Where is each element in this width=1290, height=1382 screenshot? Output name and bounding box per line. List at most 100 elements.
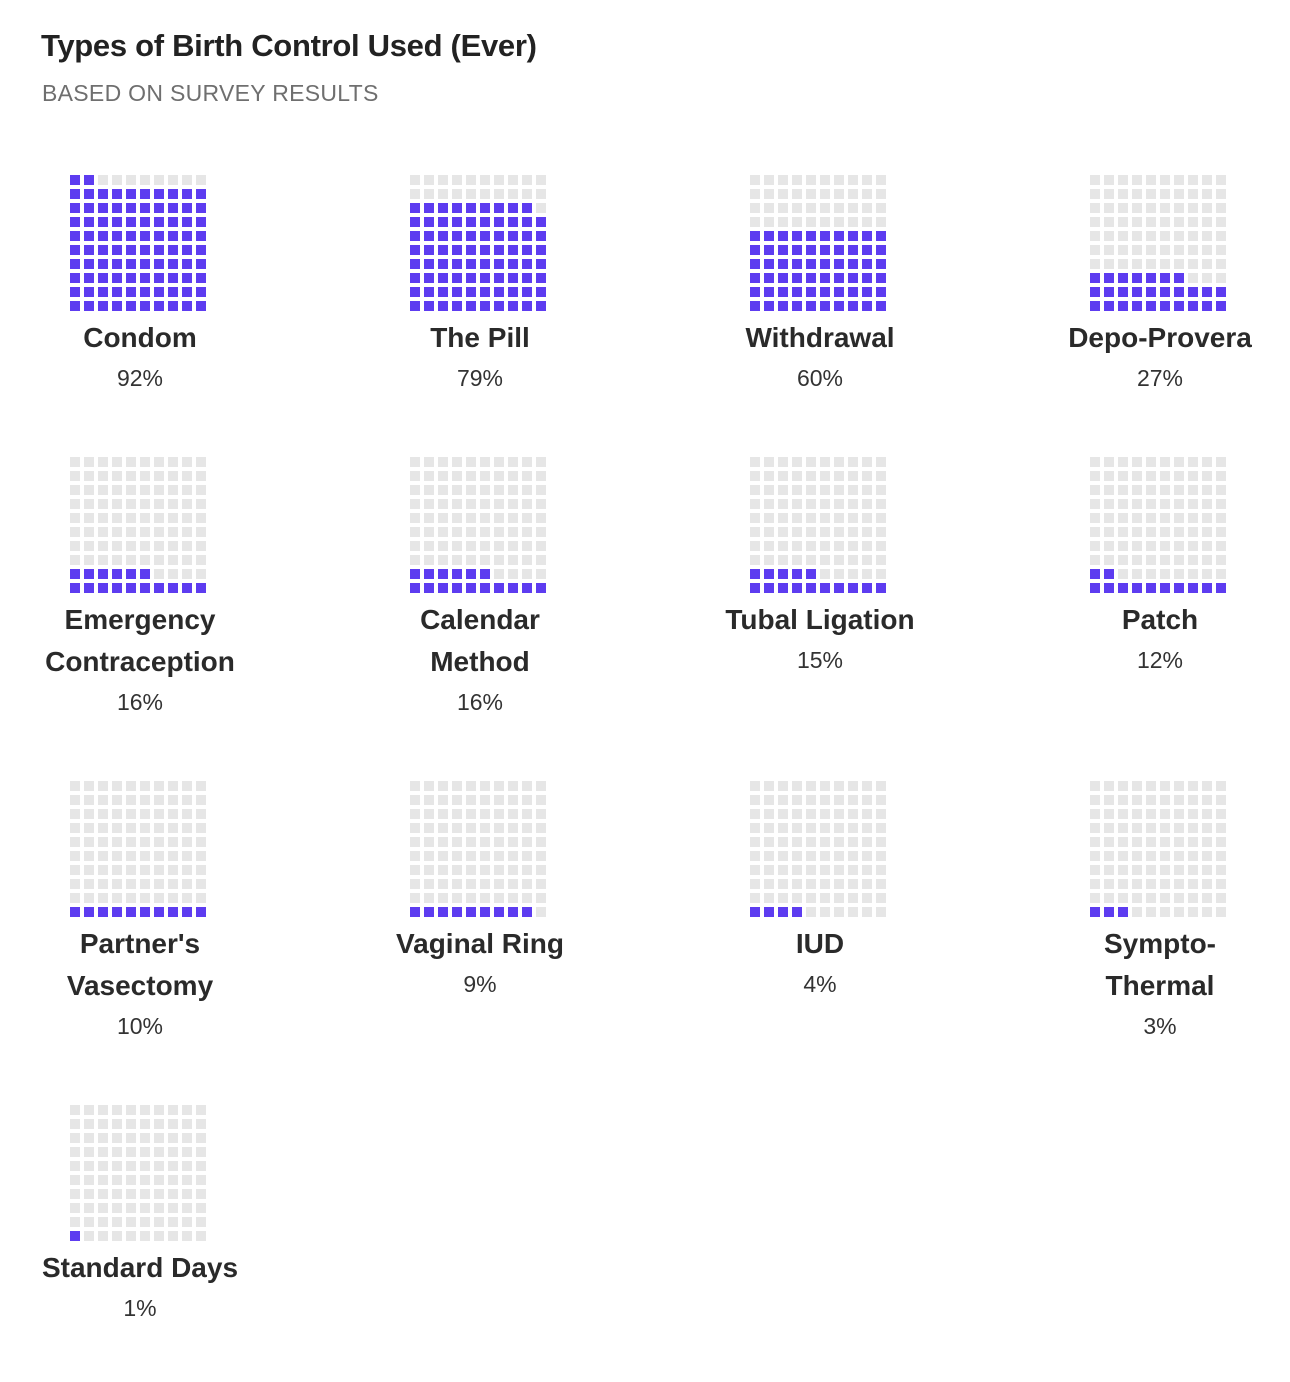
waffle-cell-empty [1146, 527, 1156, 537]
method-label-line: Contraception [45, 646, 235, 677]
waffle-cell-filled [1118, 583, 1128, 593]
waffle-cell-empty [424, 189, 434, 199]
waffle-cell-empty [182, 1175, 192, 1185]
waffle-cell-filled [480, 217, 490, 227]
waffle-cell-empty [410, 513, 420, 523]
waffle-cell-filled [876, 231, 886, 241]
waffle-cell-empty [112, 795, 122, 805]
waffle-cell-empty [1202, 893, 1212, 903]
waffle-cell-empty [168, 457, 178, 467]
waffle-cell-empty [522, 175, 532, 185]
waffle-cell-empty [1104, 231, 1114, 241]
waffle-cell-empty [862, 189, 872, 199]
waffle-cell-filled [424, 301, 434, 311]
waffle-cell-empty [778, 823, 788, 833]
waffle-cell-empty [848, 879, 858, 889]
waffle-cell-empty [820, 217, 830, 227]
waffle-cell-empty [196, 471, 206, 481]
waffle-cell-filled [820, 287, 830, 297]
waffle-cell-filled [792, 231, 802, 241]
waffle-cell-empty [876, 851, 886, 861]
waffle-cell-empty [1202, 781, 1212, 791]
waffle-cell-empty [1174, 823, 1184, 833]
waffle-cell-empty [70, 527, 80, 537]
waffle-cell-empty [764, 879, 774, 889]
waffle-cell-empty [452, 823, 462, 833]
waffle-cell-empty [182, 893, 192, 903]
waffle-cell-empty [154, 485, 164, 495]
waffle-cell-empty [834, 189, 844, 199]
waffle-cell-empty [182, 823, 192, 833]
waffle-cell-empty [522, 837, 532, 847]
percent-value: 4% [803, 971, 837, 997]
waffle-cell-filled [70, 301, 80, 311]
waffle-cell-empty [1118, 823, 1128, 833]
waffle-cell-filled [778, 583, 788, 593]
waffle-cell-empty [1216, 879, 1226, 889]
waffle-cell-empty [1118, 457, 1128, 467]
waffle-cell-empty [1202, 259, 1212, 269]
waffle-cell-empty [154, 809, 164, 819]
waffle-cell-empty [1090, 499, 1100, 509]
waffle-cell-empty [438, 837, 448, 847]
waffle-cell-empty [1188, 175, 1198, 185]
waffle-cell-empty [112, 1175, 122, 1185]
waffle-cell-empty [1132, 457, 1142, 467]
waffle-cell-empty [480, 457, 490, 467]
waffle-cell-empty [750, 457, 760, 467]
waffle-cell-empty [1118, 217, 1128, 227]
waffle-cell-empty [452, 485, 462, 495]
waffle-cell-filled [182, 907, 192, 917]
waffle-cell-empty [84, 1217, 94, 1227]
waffle-cell-filled [84, 301, 94, 311]
waffle-cell-empty [876, 795, 886, 805]
waffle-cell-empty [452, 809, 462, 819]
waffle-cell-empty [876, 217, 886, 227]
waffle-cell-filled [508, 301, 518, 311]
waffle-cell-filled [750, 907, 760, 917]
waffle-cell-empty [182, 569, 192, 579]
waffle-cell-empty [806, 781, 816, 791]
waffle-cell-empty [1202, 273, 1212, 283]
waffle-cell-empty [522, 809, 532, 819]
waffle-cell-filled [1146, 301, 1156, 311]
waffle-cell-empty [750, 893, 760, 903]
waffle-cell-empty [70, 1133, 80, 1143]
waffle-cell-empty [1132, 231, 1142, 241]
waffle-cell-empty [466, 471, 476, 481]
waffle-cell-empty [536, 471, 546, 481]
waffle-cell-empty [1202, 795, 1212, 805]
waffle-cell-empty [1216, 245, 1226, 255]
waffle-cell-filled [452, 569, 462, 579]
waffle-cell-empty [508, 175, 518, 185]
waffle-cell-empty [792, 851, 802, 861]
waffle-cell-empty [452, 499, 462, 509]
waffle-cell-filled [764, 301, 774, 311]
waffle-cell-empty [508, 189, 518, 199]
waffle-cell-empty [806, 907, 816, 917]
waffle-cell-empty [1188, 781, 1198, 791]
waffle-cell-empty [70, 471, 80, 481]
waffle-cell-empty [1118, 189, 1128, 199]
waffle-cell-filled [154, 273, 164, 283]
waffle-cell-filled [168, 203, 178, 213]
waffle-cell-filled [126, 245, 136, 255]
waffle-cell-empty [196, 1119, 206, 1129]
waffle-cell-empty [424, 499, 434, 509]
waffle-cell-empty [764, 499, 774, 509]
waffle-cell-empty [168, 851, 178, 861]
waffle-cell-empty [1174, 555, 1184, 565]
waffle-cell-empty [1146, 851, 1156, 861]
waffle-cell-empty [536, 865, 546, 875]
waffle-cell-filled [1146, 273, 1156, 283]
waffle-cell-empty [410, 823, 420, 833]
waffle-cell-empty [168, 485, 178, 495]
waffle-cell-empty [168, 527, 178, 537]
waffle-cell-empty [424, 795, 434, 805]
waffle-cell-filled [84, 231, 94, 241]
waffle-cell-empty [778, 809, 788, 819]
waffle-cell-empty [140, 1133, 150, 1143]
waffle-cell-empty [126, 1203, 136, 1213]
waffle-cell-filled [508, 287, 518, 297]
waffle-cell-empty [820, 837, 830, 847]
